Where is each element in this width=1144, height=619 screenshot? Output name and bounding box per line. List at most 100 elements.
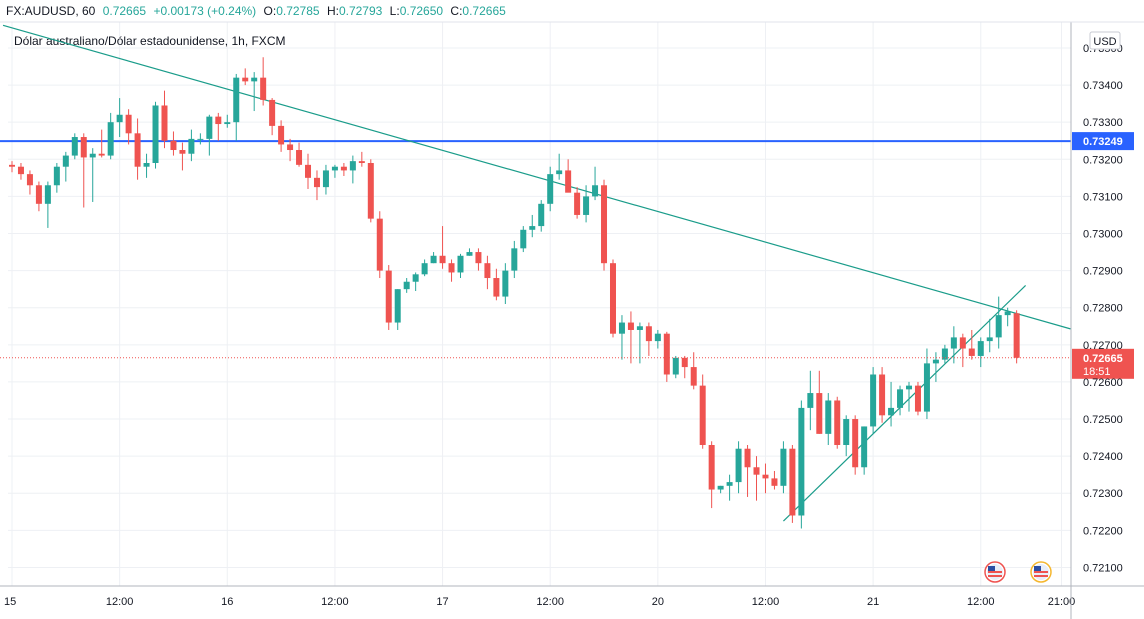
currency-label: USD xyxy=(1093,36,1116,48)
candle-body xyxy=(251,77,258,82)
us-flag-event-icon-2[interactable] xyxy=(1030,561,1052,583)
candle-body xyxy=(430,255,437,264)
candle-body xyxy=(233,77,240,123)
candle xyxy=(950,326,957,364)
candle xyxy=(313,170,320,201)
candle-body xyxy=(296,150,303,165)
candle-body xyxy=(708,445,715,490)
candle-body xyxy=(986,337,993,342)
candle xyxy=(618,315,625,360)
candle xyxy=(17,163,24,180)
candle xyxy=(852,415,859,475)
candle xyxy=(717,485,724,494)
candle-body xyxy=(861,426,868,468)
candle xyxy=(170,131,177,156)
open-value: 0.72785 xyxy=(276,4,320,18)
candle xyxy=(260,57,267,106)
candle-body xyxy=(726,482,733,486)
candle-body xyxy=(932,359,939,364)
candle-body xyxy=(923,363,930,412)
candle-body xyxy=(609,263,616,334)
candle xyxy=(9,161,15,173)
horizontal-line-price-label: 0.73249 xyxy=(1083,136,1123,148)
trendline-group[interactable] xyxy=(2,24,1071,522)
candle xyxy=(134,118,141,180)
y-tick-label: 0.73400 xyxy=(1083,80,1123,92)
candle xyxy=(663,331,670,382)
candle xyxy=(906,381,912,412)
candle xyxy=(780,441,787,494)
candle xyxy=(888,381,895,427)
trendline-2[interactable] xyxy=(783,285,1027,522)
candle-body xyxy=(71,137,78,156)
y-tick-label: 0.73300 xyxy=(1083,117,1123,129)
candle xyxy=(627,311,634,364)
candle-body xyxy=(269,99,276,126)
y-tick-label: 0.73000 xyxy=(1083,229,1123,241)
candle-body xyxy=(26,174,33,186)
candle xyxy=(941,344,948,364)
candle-body xyxy=(914,385,921,412)
candle-body xyxy=(717,485,724,490)
candle-body xyxy=(215,116,222,125)
candle-body xyxy=(529,226,536,230)
candle xyxy=(412,272,419,292)
candle-body xyxy=(672,357,679,375)
candle xyxy=(556,153,563,180)
candle-body xyxy=(645,326,652,342)
candle xyxy=(1004,307,1011,327)
us-flag-event-icon[interactable] xyxy=(984,561,1006,583)
candle-body xyxy=(89,153,96,158)
low-value: 0.72650 xyxy=(399,4,444,18)
candle-body xyxy=(412,274,419,282)
candle-body xyxy=(394,289,401,323)
candle-body xyxy=(466,252,473,256)
candle xyxy=(995,296,1002,349)
candle-body xyxy=(62,155,69,167)
candle-body xyxy=(313,177,320,188)
symbol-label[interactable]: FX:AUDUSD, 60 xyxy=(6,4,96,18)
economic-events[interactable] xyxy=(984,561,1052,583)
candle xyxy=(565,159,572,193)
candle-body xyxy=(260,77,267,100)
candle-body xyxy=(574,192,581,215)
candle-body xyxy=(870,374,877,427)
candle-body xyxy=(242,77,249,82)
candle-body xyxy=(636,326,643,330)
x-tick-label: 20 xyxy=(652,596,664,608)
candle-body xyxy=(331,166,338,171)
candle-body xyxy=(906,385,912,390)
candle-body xyxy=(825,400,832,434)
x-tick-label: 12:00 xyxy=(752,596,780,608)
trendline-1[interactable] xyxy=(2,24,1071,330)
candle-body xyxy=(556,170,563,175)
candle-body xyxy=(807,393,814,408)
candle xyxy=(843,415,850,457)
candle xyxy=(305,153,312,189)
y-tick-label: 0.72100 xyxy=(1083,562,1123,574)
candle xyxy=(62,151,69,182)
candle xyxy=(206,114,213,156)
candle-body xyxy=(897,389,904,408)
horizontal-line-group[interactable]: 0.73249 xyxy=(0,132,1134,151)
candle xyxy=(672,355,679,379)
candle-body xyxy=(843,419,850,445)
candle xyxy=(932,352,939,382)
high-value: 0.72793 xyxy=(338,4,383,18)
candle-body xyxy=(502,270,509,297)
candle xyxy=(708,441,715,509)
candle-body xyxy=(780,448,787,486)
candle xyxy=(322,164,329,195)
candle-body xyxy=(538,203,545,227)
candle-body xyxy=(53,166,60,186)
x-tick-label: 12:00 xyxy=(321,596,349,608)
candle-body xyxy=(888,407,895,416)
candle xyxy=(897,385,904,416)
grid-lines xyxy=(8,22,1071,586)
candle-body xyxy=(681,357,688,368)
candle-body xyxy=(699,385,706,445)
currency-badge[interactable] xyxy=(1089,31,1121,50)
candle-body xyxy=(9,164,15,167)
y-tick-label: 0.72200 xyxy=(1083,525,1123,537)
